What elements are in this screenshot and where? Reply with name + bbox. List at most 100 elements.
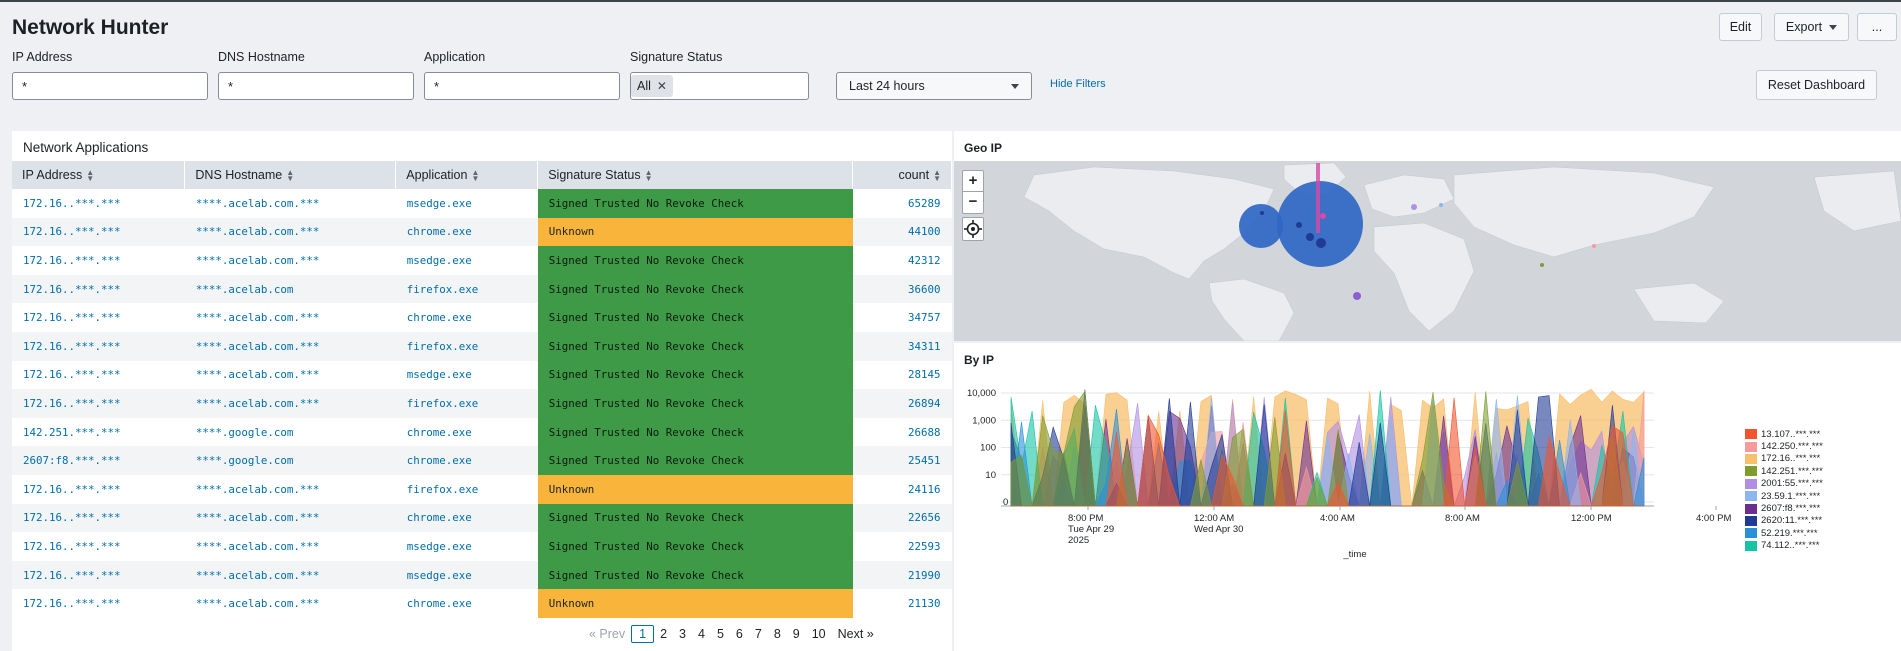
- application-cell[interactable]: chrome.exe: [395, 446, 538, 475]
- column-header-dns[interactable]: DNS Hostname ▲ ▼: [184, 161, 397, 189]
- signature-status-cell[interactable]: Unknown: [537, 589, 853, 618]
- column-header-count[interactable]: count ▲ ▼: [852, 161, 952, 189]
- ip-cell[interactable]: 172.16..***.***: [12, 589, 185, 618]
- signature-status-cell[interactable]: Signed Trusted No Revoke Check: [537, 189, 853, 218]
- legend-item[interactable]: 2001:55.***.***: [1745, 478, 1823, 490]
- dns-cell[interactable]: ****.acelab.com.***: [184, 189, 396, 218]
- page-button-1[interactable]: 1: [631, 625, 655, 643]
- ip-filter-input[interactable]: *: [12, 72, 208, 100]
- count-cell[interactable]: 21130: [852, 589, 952, 618]
- signature-status-cell[interactable]: Signed Trusted No Revoke Check: [537, 360, 853, 390]
- count-cell[interactable]: 44100: [852, 217, 952, 247]
- dns-cell[interactable]: ****.acelab.com.***: [184, 246, 396, 275]
- signature-status-cell[interactable]: Signed Trusted No Revoke Check: [537, 303, 853, 332]
- signature-status-cell[interactable]: Signed Trusted No Revoke Check: [537, 331, 853, 361]
- count-cell[interactable]: 24116: [852, 474, 952, 504]
- count-cell[interactable]: 34757: [852, 303, 952, 332]
- table-row[interactable]: 172.16..***.*** ****.acelab.com.*** chrome…: [12, 503, 952, 533]
- count-cell[interactable]: 25451: [852, 446, 952, 475]
- dns-cell[interactable]: ****.acelab.com.***: [184, 217, 396, 247]
- table-row[interactable]: 172.16..***.*** ****.acelab.com.*** chrome…: [12, 217, 952, 247]
- page-button-4[interactable]: 4: [698, 627, 705, 641]
- table-row[interactable]: 172.16..***.*** ****.acelab.com.*** firefo…: [12, 331, 952, 361]
- table-row[interactable]: 172.16..***.*** ****.acelab.com.*** msedge…: [12, 532, 952, 561]
- page-button-9[interactable]: 9: [792, 627, 800, 641]
- application-cell[interactable]: chrome.exe: [395, 303, 538, 332]
- more-button[interactable]: ...: [1857, 13, 1897, 41]
- dns-cell[interactable]: ****.acelab.com.***: [184, 389, 396, 418]
- application-cell[interactable]: msedge.exe: [395, 532, 538, 561]
- prev-page-button[interactable]: « Prev: [589, 627, 626, 641]
- dns-filter-input[interactable]: *: [218, 72, 414, 100]
- ip-cell[interactable]: 172.16..***.***: [12, 532, 185, 561]
- application-cell[interactable]: chrome.exe: [395, 217, 538, 247]
- count-cell[interactable]: 22656: [852, 503, 952, 533]
- signature-status-cell[interactable]: Signed Trusted No Revoke Check: [537, 503, 853, 533]
- application-cell[interactable]: firefox.exe: [395, 331, 538, 361]
- application-cell[interactable]: msedge.exe: [395, 246, 538, 275]
- signature-status-cell[interactable]: Signed Trusted No Revoke Check: [537, 246, 853, 275]
- hide-filters-link[interactable]: Hide Filters: [1050, 78, 1106, 90]
- dns-cell[interactable]: ****.acelab.com.***: [184, 474, 396, 504]
- ip-cell[interactable]: 172.16..***.***: [12, 360, 185, 390]
- page-button-7[interactable]: 7: [754, 627, 762, 641]
- page-button-6[interactable]: 6: [735, 627, 743, 641]
- zoom-in-button[interactable]: +: [963, 171, 983, 192]
- geo-map[interactable]: + −: [954, 161, 1901, 341]
- ip-cell[interactable]: 172.16..***.***: [12, 303, 185, 332]
- ip-cell[interactable]: 172.16..***.***: [12, 474, 185, 504]
- application-cell[interactable]: firefox.exe: [395, 389, 538, 418]
- close-icon[interactable]: ✕: [656, 79, 667, 93]
- table-row[interactable]: 172.16..***.*** ****.acelab.com firefox.ex…: [12, 274, 952, 304]
- count-cell[interactable]: 22593: [852, 532, 952, 561]
- dns-cell[interactable]: ****.acelab.com.***: [184, 331, 396, 361]
- signature-status-cell[interactable]: Signed Trusted No Revoke Check: [537, 532, 853, 561]
- table-row[interactable]: 172.16..***.*** ****.acelab.com.*** msedge…: [12, 360, 952, 390]
- table-row[interactable]: 172.16..***.*** ****.acelab.com.*** msedge…: [12, 246, 952, 275]
- zoom-out-button[interactable]: −: [968, 193, 978, 210]
- column-header-ip[interactable]: IP Address ▲ ▼: [12, 161, 186, 189]
- ip-cell[interactable]: 172.16..***.***: [12, 560, 185, 590]
- application-cell[interactable]: chrome.exe: [395, 503, 538, 533]
- table-row[interactable]: 172.16..***.*** ****.acelab.com.*** msedge…: [12, 189, 952, 218]
- dns-cell[interactable]: ****.acelab.com.***: [184, 560, 396, 590]
- sig-filter-chip[interactable]: All ✕: [631, 75, 673, 97]
- table-row[interactable]: 172.16..***.*** ****.acelab.com.*** firefo…: [12, 474, 952, 504]
- ip-cell[interactable]: 172.16..***.***: [12, 246, 185, 275]
- ip-cell[interactable]: 172.16..***.***: [12, 503, 185, 533]
- legend-item[interactable]: 142.251.***.***: [1745, 465, 1823, 477]
- count-cell[interactable]: 36600: [852, 274, 952, 304]
- edit-button[interactable]: Edit: [1719, 13, 1762, 41]
- legend-item[interactable]: 74.112..***.***: [1745, 540, 1823, 552]
- locate-button[interactable]: [962, 217, 984, 241]
- dns-cell[interactable]: ****.acelab.com: [184, 274, 396, 304]
- legend-item[interactable]: 2607:f8.***.***: [1745, 502, 1823, 514]
- time-range-picker[interactable]: Last 24 hours: [836, 72, 1032, 100]
- table-row[interactable]: 172.16..***.*** ****.acelab.com.*** chrome…: [12, 589, 952, 618]
- reset-dashboard-button[interactable]: Reset Dashboard: [1756, 70, 1877, 100]
- application-cell[interactable]: msedge.exe: [395, 560, 538, 590]
- dns-cell[interactable]: ****.acelab.com.***: [184, 503, 396, 533]
- dns-cell[interactable]: ****.google.com: [184, 417, 396, 447]
- dns-cell[interactable]: ****.acelab.com.***: [184, 360, 396, 390]
- application-cell[interactable]: firefox.exe: [395, 474, 538, 504]
- legend-item[interactable]: 52.219.***.***: [1745, 527, 1823, 539]
- count-cell[interactable]: 65289: [852, 189, 952, 218]
- table-row[interactable]: 172.16..***.*** ****.acelab.com.*** chrome…: [12, 303, 952, 332]
- signature-status-cell[interactable]: Unknown: [537, 217, 853, 247]
- page-button-3[interactable]: 3: [679, 627, 686, 641]
- ip-cell[interactable]: 172.16..***.***: [12, 389, 185, 418]
- application-cell[interactable]: chrome.exe: [395, 417, 538, 447]
- signature-status-cell[interactable]: Signed Trusted No Revoke Check: [537, 274, 853, 304]
- page-button-2[interactable]: 2: [660, 627, 668, 641]
- table-row[interactable]: 142.251.***.*** ****.google.com chrome.exe…: [12, 417, 952, 447]
- app-filter-input[interactable]: *: [424, 72, 620, 100]
- signature-status-cell[interactable]: Signed Trusted No Revoke Check: [537, 417, 853, 447]
- legend-item[interactable]: 2620:11.***.***: [1745, 515, 1823, 527]
- legend-item[interactable]: 23.59.1.***.***: [1745, 490, 1823, 502]
- export-button[interactable]: Export: [1774, 13, 1849, 41]
- count-cell[interactable]: 42312: [852, 246, 952, 275]
- ip-cell[interactable]: 142.251.***.***: [12, 417, 185, 447]
- table-row[interactable]: 172.16..***.*** ****.acelab.com.*** firefo…: [12, 389, 952, 418]
- column-header-application[interactable]: Application ▲ ▼: [395, 161, 539, 189]
